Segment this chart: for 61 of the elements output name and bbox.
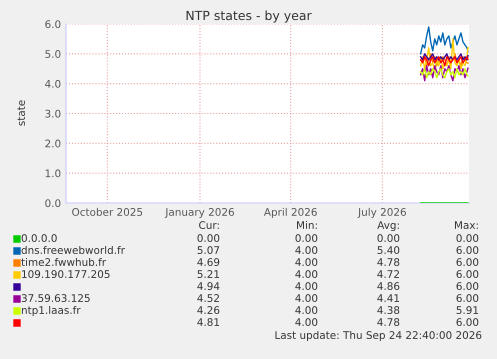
y-tick-label: 4.0 (45, 80, 60, 88)
text: 6.00 (456, 246, 478, 254)
text: 4.38 (377, 306, 400, 314)
text: 5.91 (456, 306, 478, 314)
legend-label: 0.0.0.0 (22, 234, 57, 242)
y-tick-label: 3.0 (45, 110, 60, 118)
text: 6.00 (456, 294, 478, 302)
line-series (420, 68, 469, 78)
x-tick-label: April 2026 (264, 208, 317, 218)
text: 4.72 (377, 270, 399, 278)
x-tick-label: October 2025 (72, 208, 142, 216)
text: 4.00 (295, 306, 318, 314)
text: 4.78 (377, 258, 400, 266)
text: 4.00 (295, 318, 318, 326)
text: 4.94 (197, 282, 220, 290)
text: 4.00 (295, 270, 318, 278)
text: 4.26 (197, 306, 220, 314)
text: 4.00 (295, 282, 318, 290)
text: Avg: (377, 221, 399, 232)
y-tick-label: 6.0 (45, 20, 60, 28)
text: 4.00 (295, 246, 318, 254)
y-tick-label: 0.0 (45, 199, 60, 208)
line-series (420, 65, 469, 82)
legend-label: ntp1.laas.fr (22, 306, 81, 316)
y-tick-label: 5.0 (45, 50, 60, 58)
text: 4.69 (197, 258, 220, 266)
text: 6.00 (456, 282, 478, 290)
legend-label: 37.59.63.125 (22, 294, 90, 302)
chart-title: NTP states - by year (186, 10, 312, 23)
y-tick-label: 1.0 (46, 169, 60, 178)
line-series (420, 38, 469, 72)
text: 6.00 (456, 258, 478, 266)
text: 4.86 (377, 282, 400, 290)
line-series (420, 56, 469, 66)
x-tick-label: July 2026 (358, 208, 406, 218)
text: 5.40 (378, 246, 400, 254)
text: 0.00 (197, 234, 220, 242)
text: 6.00 (456, 318, 478, 326)
legend-label: time2.fwwhub.fr (21, 258, 106, 266)
y-tick-label: 2.0 (45, 140, 60, 148)
text: 0.00 (456, 234, 478, 242)
text: 4.52 (197, 294, 219, 302)
text: 0.00 (377, 234, 400, 242)
legend-label: 109.190.177.205 (22, 270, 110, 278)
y-axis-title: state (18, 100, 26, 126)
text: 4.00 (295, 294, 318, 302)
text: Min: (297, 220, 317, 229)
text: Max: (454, 221, 478, 230)
text: 0.00 (295, 234, 318, 242)
text: 6.00 (456, 270, 478, 278)
text: 4.81 (197, 318, 220, 326)
legend-label: dns.freewebworld.fr (22, 246, 125, 254)
text: Cur: (199, 221, 219, 230)
text: 4.41 (377, 294, 400, 302)
line-series (420, 26, 469, 55)
x-tick-label: January 2026 (164, 208, 234, 218)
text: 5.07 (198, 246, 220, 254)
text: 4.00 (295, 258, 318, 266)
text: Last update: Thu Sep 24 22:40:00 2026 (276, 330, 482, 342)
text: 5.21 (198, 270, 220, 278)
text: 4.78 (377, 318, 400, 326)
